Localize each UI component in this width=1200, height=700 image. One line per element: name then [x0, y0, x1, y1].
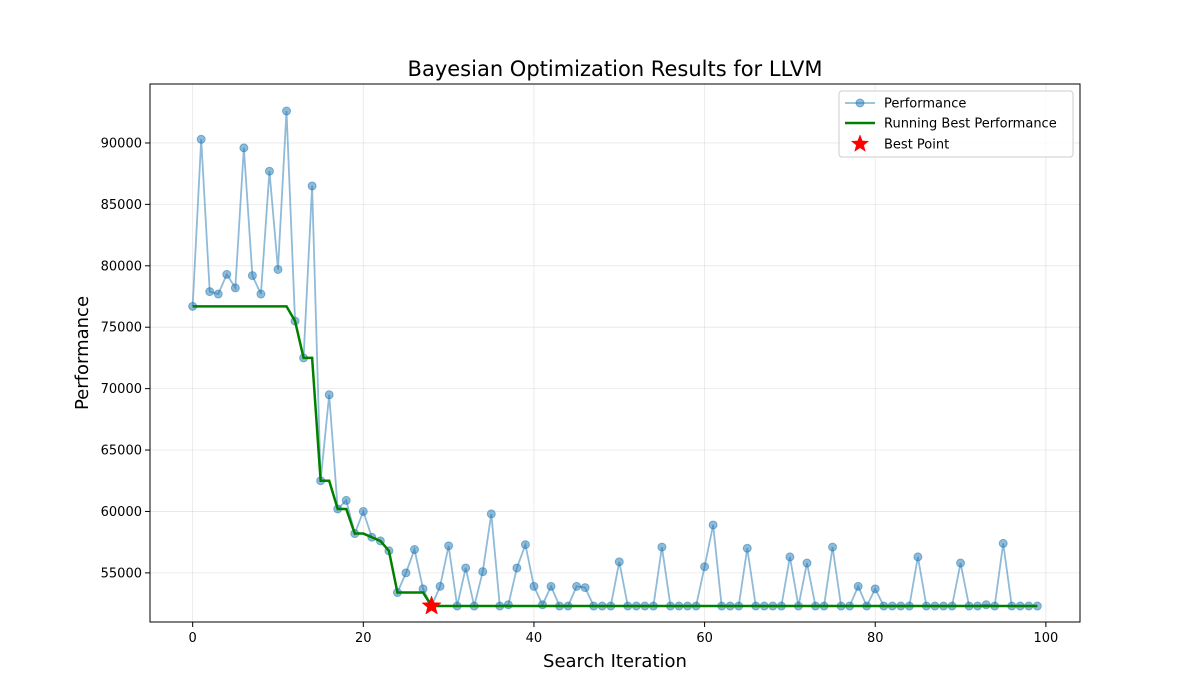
- performance-point: [247, 271, 257, 281]
- x-tick-label: 20: [355, 631, 372, 646]
- performance-point: [401, 568, 411, 578]
- performance-point: [205, 287, 215, 297]
- performance-point: [409, 545, 419, 555]
- performance-point: [273, 264, 283, 274]
- performance-point: [529, 581, 539, 591]
- chart-title: Bayesian Optimization Results for LLVM: [408, 57, 823, 81]
- performance-point: [580, 583, 590, 593]
- performance-point: [785, 552, 795, 562]
- x-tick-label: 0: [189, 631, 197, 646]
- performance-point: [239, 143, 249, 153]
- axis-ticks: 0 20 40 60 80 100 55000 60000 65000 70000 75000 800…: [101, 136, 1059, 646]
- y-axis-label: Performance: [72, 296, 93, 410]
- plot-series: [188, 106, 1042, 615]
- performance-point: [435, 581, 445, 591]
- best-point-star: [421, 595, 442, 615]
- legend-box: [838, 90, 1074, 158]
- y-tick-label: 60000: [101, 505, 142, 520]
- x-tick-label: 40: [526, 631, 543, 646]
- performance-point: [828, 542, 838, 552]
- y-tick-label: 90000: [101, 136, 142, 151]
- performance-point: [196, 134, 206, 144]
- performance-point: [213, 289, 223, 299]
- x-tick-label: 100: [1033, 631, 1058, 646]
- performance-point: [444, 541, 454, 551]
- performance-point: [913, 552, 923, 562]
- legend-label-best-point: Best Point: [884, 138, 949, 153]
- y-tick-label: 65000: [101, 444, 142, 459]
- performance-point: [520, 540, 530, 550]
- performance-point: [486, 509, 496, 519]
- legend-marker-performance: [855, 98, 865, 108]
- performance-point: [256, 289, 266, 299]
- performance-point: [802, 558, 812, 568]
- x-tick-label: 80: [867, 631, 884, 646]
- performance-point: [222, 269, 232, 279]
- performance-point: [282, 106, 292, 116]
- x-axis-label: Search Iteration: [543, 651, 687, 672]
- performance-point: [870, 584, 880, 594]
- running-best-line: [192, 305, 1038, 608]
- grid: [150, 84, 1080, 622]
- performance-point: [700, 562, 710, 572]
- legend-label-performance: Performance: [884, 97, 966, 112]
- performance-point: [708, 520, 718, 530]
- y-tick-label: 85000: [101, 198, 142, 213]
- legend-marker-best-point: [850, 134, 870, 152]
- performance-point: [546, 581, 556, 591]
- legend: Performance Running Best Performance Bes…: [838, 90, 1074, 158]
- performance-point: [512, 563, 522, 573]
- performance-point: [307, 181, 317, 191]
- performance-point: [956, 558, 966, 568]
- y-tick-label: 70000: [101, 382, 142, 397]
- y-tick-label: 55000: [101, 566, 142, 581]
- performance-point: [341, 495, 351, 505]
- performance-point: [358, 506, 368, 516]
- performance-point: [614, 557, 624, 567]
- performance-point: [230, 283, 240, 293]
- x-tick-label: 60: [696, 631, 713, 646]
- performance-point: [461, 563, 471, 573]
- performance-point: [478, 567, 488, 577]
- plot-frame: [149, 83, 1081, 623]
- performance-point: [264, 166, 274, 176]
- performance-point: [657, 542, 667, 552]
- performance-point: [853, 581, 863, 591]
- performance-point: [324, 390, 334, 400]
- performance-point: [742, 543, 752, 553]
- performance-point: [998, 538, 1008, 548]
- y-tick-label: 80000: [101, 259, 142, 274]
- legend-label-running-best: Running Best Performance: [884, 117, 1057, 132]
- performance-point: [572, 581, 582, 591]
- y-tick-label: 75000: [101, 321, 142, 336]
